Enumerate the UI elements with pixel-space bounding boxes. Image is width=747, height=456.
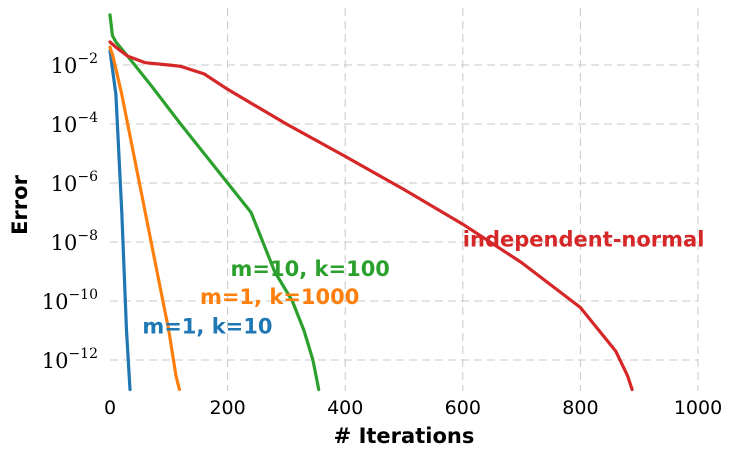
- y-axis-ticks: 10−2 10−4 10−6 10−8 10−10 10−12: [42, 51, 98, 373]
- series-label-0: m=1, k=10: [142, 314, 272, 338]
- y-axis-label: Error: [8, 174, 32, 234]
- x-tick-label: 1000: [674, 397, 722, 419]
- grid-lines: [110, 8, 699, 391]
- series-group: [108, 13, 634, 392]
- series-line-0: [108, 49, 132, 392]
- x-tick-label: 400: [327, 397, 363, 419]
- y-tick-label: 10−8: [51, 228, 98, 255]
- y-tick-label: 10−6: [51, 169, 98, 196]
- y-tick-label: 10−12: [42, 346, 98, 373]
- x-tick-label: 200: [209, 397, 245, 419]
- x-tick-label: 600: [445, 397, 481, 419]
- x-axis-label: # Iterations: [334, 424, 475, 448]
- series-line-3: [108, 40, 634, 392]
- y-tick-label: 10−4: [51, 110, 98, 137]
- series-line-2: [108, 13, 321, 392]
- series-label-1: m=1, k=1000: [200, 285, 359, 309]
- y-tick-label: 10−2: [51, 51, 98, 78]
- series-labels: m=1, k=10 m=1, k=1000 m=10, k=100 independe…: [142, 228, 704, 339]
- series-label-2: m=10, k=100: [231, 257, 390, 281]
- series-label-3: independent-normal: [463, 228, 705, 252]
- series-line-1: [108, 45, 181, 392]
- x-tick-label: 800: [562, 397, 598, 419]
- y-tick-label: 10−10: [42, 287, 98, 314]
- x-tick-label: 0: [104, 397, 116, 419]
- x-axis-ticks: 0 200 400 600 800 1000: [104, 397, 722, 419]
